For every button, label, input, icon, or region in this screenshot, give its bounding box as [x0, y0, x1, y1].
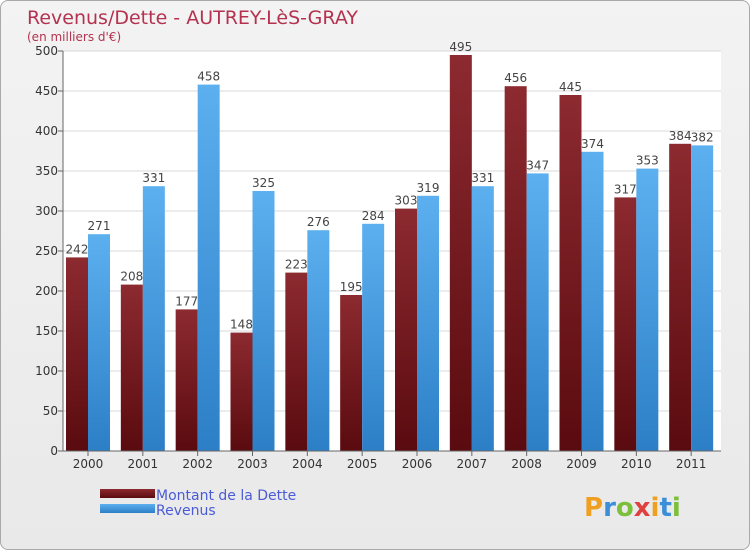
x-tick-label: 2010: [621, 457, 652, 471]
bar-dette: [230, 332, 253, 451]
data-label: 303: [395, 194, 418, 208]
y-tick-label: 500: [35, 44, 58, 58]
legend-label-revenus: Revenus: [156, 503, 216, 519]
data-label: 208: [120, 270, 143, 284]
x-tick-label: 2011: [676, 457, 707, 471]
bar-dette: [66, 257, 88, 451]
data-label: 495: [449, 40, 472, 54]
data-label: 284: [362, 209, 385, 223]
legend-label-dette: Montant de la Dette: [156, 488, 296, 504]
data-label: 458: [197, 70, 220, 84]
bar-revenus: [636, 168, 659, 451]
x-tick-label: 2001: [128, 457, 159, 471]
data-label: 347: [526, 158, 549, 172]
x-tick-label: 2009: [566, 457, 597, 471]
bar-revenus: [581, 151, 604, 452]
legend: Montant de la Dette Revenus: [100, 488, 296, 519]
bar-revenus: [691, 145, 714, 451]
y-tick-label: 200: [35, 284, 58, 298]
bar-revenus: [88, 234, 110, 451]
grid: [63, 50, 721, 452]
y-tick-label: 450: [35, 84, 58, 98]
data-label: 317: [614, 182, 637, 196]
data-label: 276: [307, 215, 330, 229]
data-label: 353: [636, 154, 659, 168]
bar-dette: [175, 309, 198, 451]
data-label: 195: [340, 280, 363, 294]
legend-swatch-dette: [100, 489, 155, 498]
data-label: 319: [417, 181, 440, 195]
bar-dette: [285, 272, 308, 451]
logo-text: Proxiti: [584, 493, 681, 523]
bar-revenus: [362, 223, 385, 451]
data-label: 374: [581, 137, 604, 151]
bar-revenus: [142, 186, 165, 451]
y-tick-label: 150: [35, 324, 58, 338]
bar-dette: [449, 55, 472, 451]
bar-dette: [614, 197, 637, 451]
bar-dette: [120, 284, 143, 451]
data-label: 148: [230, 318, 253, 332]
bars: [66, 55, 714, 452]
data-label: 223: [285, 258, 308, 272]
y-axis: 0 50 100 150 200 250 300 350 400 450 500: [35, 44, 64, 458]
data-label: 242: [66, 242, 89, 256]
bar-dette: [669, 143, 692, 452]
proxiti-logo: Proxiti: [584, 493, 681, 523]
data-label: 456: [504, 71, 527, 85]
y-tick-label: 50: [43, 404, 58, 418]
data-labels: 2422712083311774581483252232761952843033…: [66, 40, 714, 332]
y-tick-label: 350: [35, 164, 58, 178]
bar-dette: [559, 95, 582, 451]
data-label: 331: [471, 171, 494, 185]
data-label: 325: [252, 176, 275, 190]
y-tick-label: 400: [35, 124, 58, 138]
x-tick-label: 2002: [182, 457, 213, 471]
x-tick-label: 2008: [511, 457, 542, 471]
x-tick-label: 2007: [457, 457, 488, 471]
data-label: 177: [175, 294, 198, 308]
bar-revenus: [252, 191, 275, 451]
data-label: 445: [559, 80, 582, 94]
x-tick-label: 2004: [292, 457, 323, 471]
x-tick-label: 2003: [237, 457, 268, 471]
y-tick-label: 100: [35, 364, 58, 378]
y-tick-label: 0: [50, 444, 58, 458]
bar-revenus: [417, 195, 439, 451]
data-label: 382: [691, 130, 714, 144]
bar-dette: [340, 295, 363, 451]
x-tick-label: 2005: [347, 457, 378, 471]
x-axis: 2000 2001 2002 2003 2004 2005 2006 2007 2008 2009…: [63, 450, 721, 471]
chart-title: Revenus/Dette - AUTREY-LèS-GRAY: [27, 7, 358, 29]
bar-dette: [504, 86, 527, 451]
data-label: 331: [142, 171, 165, 185]
chart-subtitle: (en milliers d'€): [27, 30, 121, 44]
x-tick-label: 2000: [73, 457, 104, 471]
bar-revenus: [197, 84, 220, 451]
bar-revenus: [471, 186, 494, 451]
x-tick-label: 2006: [402, 457, 433, 471]
data-label: 271: [88, 219, 111, 233]
y-tick-label: 300: [35, 204, 58, 218]
data-label: 384: [669, 129, 692, 143]
bar-revenus: [307, 230, 330, 451]
legend-swatch-revenus: [100, 504, 155, 513]
bar-revenus: [526, 173, 549, 451]
bar-dette: [395, 208, 417, 451]
y-tick-label: 250: [35, 244, 58, 258]
